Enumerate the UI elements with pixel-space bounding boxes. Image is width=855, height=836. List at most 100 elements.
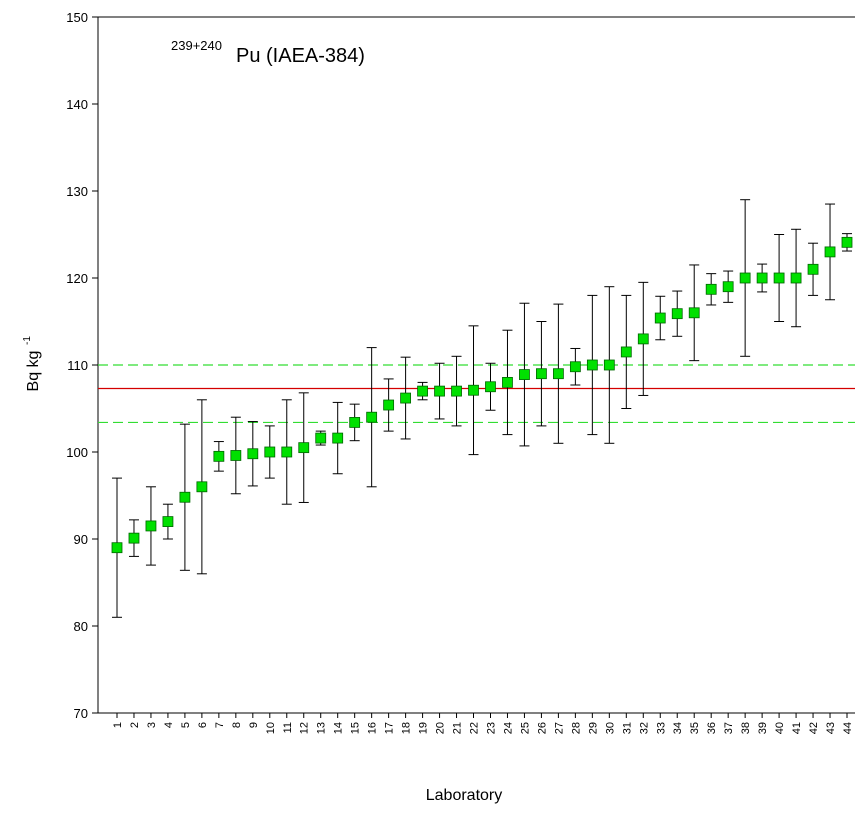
x-tick-label: 33: [655, 722, 667, 734]
x-tick-label: 32: [638, 722, 650, 734]
x-tick-label: 19: [418, 722, 430, 734]
marker: [400, 392, 412, 404]
marker: [739, 272, 751, 284]
x-tick-label: 12: [299, 722, 311, 734]
x-tick-label: 22: [469, 722, 481, 734]
x-tick-label: 4: [163, 722, 175, 728]
marker: [824, 246, 836, 258]
marker: [196, 481, 208, 493]
x-tick-label: 38: [740, 722, 752, 734]
marker: [383, 399, 395, 411]
y-tick-label: 120: [66, 271, 88, 286]
x-tick-label: 39: [757, 722, 769, 734]
x-tick-label: 2: [129, 722, 141, 728]
x-tick-label: 35: [689, 722, 701, 734]
x-tick-label: 26: [536, 722, 548, 734]
marker: [790, 272, 802, 284]
x-tick-label: 7: [214, 722, 226, 728]
x-tick-label: 13: [316, 722, 328, 734]
marker: [552, 368, 564, 380]
marker: [841, 236, 853, 248]
marker: [213, 450, 225, 462]
x-tick-label: 11: [282, 722, 294, 733]
marker: [417, 385, 428, 397]
x-tick-label: 6: [197, 722, 209, 728]
marker: [230, 450, 242, 461]
x-tick-label: 1: [112, 722, 124, 728]
x-tick-label: 17: [384, 722, 396, 734]
marker: [366, 411, 378, 423]
x-tick-label: 14: [333, 722, 345, 734]
y-tick-label: 130: [66, 184, 88, 199]
x-tick-label: 27: [553, 722, 565, 734]
x-tick-label: 9: [248, 722, 260, 728]
x-tick-label: 31: [621, 722, 633, 734]
y-tick-label: 110: [67, 358, 88, 373]
marker: [807, 263, 819, 275]
marker: [654, 312, 666, 324]
marker: [603, 359, 615, 371]
marker: [145, 520, 157, 532]
x-tick-label: 40: [774, 722, 786, 734]
y-axis-label: Bq kg: [25, 351, 42, 392]
marker: [637, 333, 649, 345]
marker: [281, 446, 293, 458]
y-tick-label: 100: [66, 445, 88, 460]
x-tick-label: 20: [435, 722, 447, 734]
y-tick-label: 70: [74, 706, 88, 721]
x-tick-label: 23: [485, 722, 497, 734]
y-tick-label: 90: [74, 532, 88, 547]
marker: [536, 368, 547, 380]
marker: [179, 491, 191, 503]
marker: [162, 516, 174, 527]
x-tick-label: 41: [791, 722, 803, 734]
x-tick-label: 5: [180, 722, 192, 728]
marker: [349, 417, 361, 428]
x-tick-label: 42: [808, 722, 820, 734]
marker: [332, 432, 344, 444]
y-axis-label-group: Bq kg -1: [22, 336, 42, 392]
marker: [620, 346, 632, 358]
marker: [671, 308, 683, 320]
x-tick-label: 37: [723, 722, 735, 734]
x-tick-label: 43: [825, 722, 837, 734]
x-tick-label: 18: [401, 722, 413, 734]
x-tick-label: 16: [367, 722, 379, 734]
marker: [298, 442, 310, 454]
y-tick-label: 150: [66, 10, 88, 25]
x-tick-label: 36: [706, 722, 718, 734]
x-tick-label: 3: [146, 722, 158, 728]
marker: [485, 381, 496, 393]
marker: [468, 384, 479, 396]
x-tick-label: 24: [502, 722, 514, 734]
x-tick-label: 34: [672, 722, 684, 734]
marker: [688, 307, 700, 319]
x-tick-label: 30: [604, 722, 616, 734]
x-tick-label: 21: [452, 722, 464, 734]
marker: [705, 283, 717, 295]
x-tick-label: 25: [519, 722, 531, 734]
x-tick-label: 44: [842, 722, 854, 734]
marker: [451, 385, 462, 397]
x-tick-label: 15: [350, 722, 362, 734]
marker: [722, 281, 734, 293]
marker: [111, 542, 123, 554]
x-axis-label: Laboratory: [426, 787, 503, 804]
marker: [315, 432, 327, 444]
marker: [773, 272, 785, 284]
y-axis-label-superscript: -1: [22, 336, 33, 345]
marker: [128, 532, 140, 544]
x-tick-label: 8: [231, 722, 243, 728]
marker: [502, 376, 513, 388]
chart-title: Pu (IAEA-384): [236, 45, 365, 67]
x-tick-label: 10: [265, 722, 277, 734]
marker: [247, 448, 259, 460]
marker: [586, 359, 598, 371]
marker: [756, 272, 768, 284]
marker: [519, 369, 530, 380]
marker: [434, 385, 445, 397]
chart-title-superscript: 239+240: [171, 38, 222, 53]
x-tick-label: 28: [570, 722, 582, 734]
